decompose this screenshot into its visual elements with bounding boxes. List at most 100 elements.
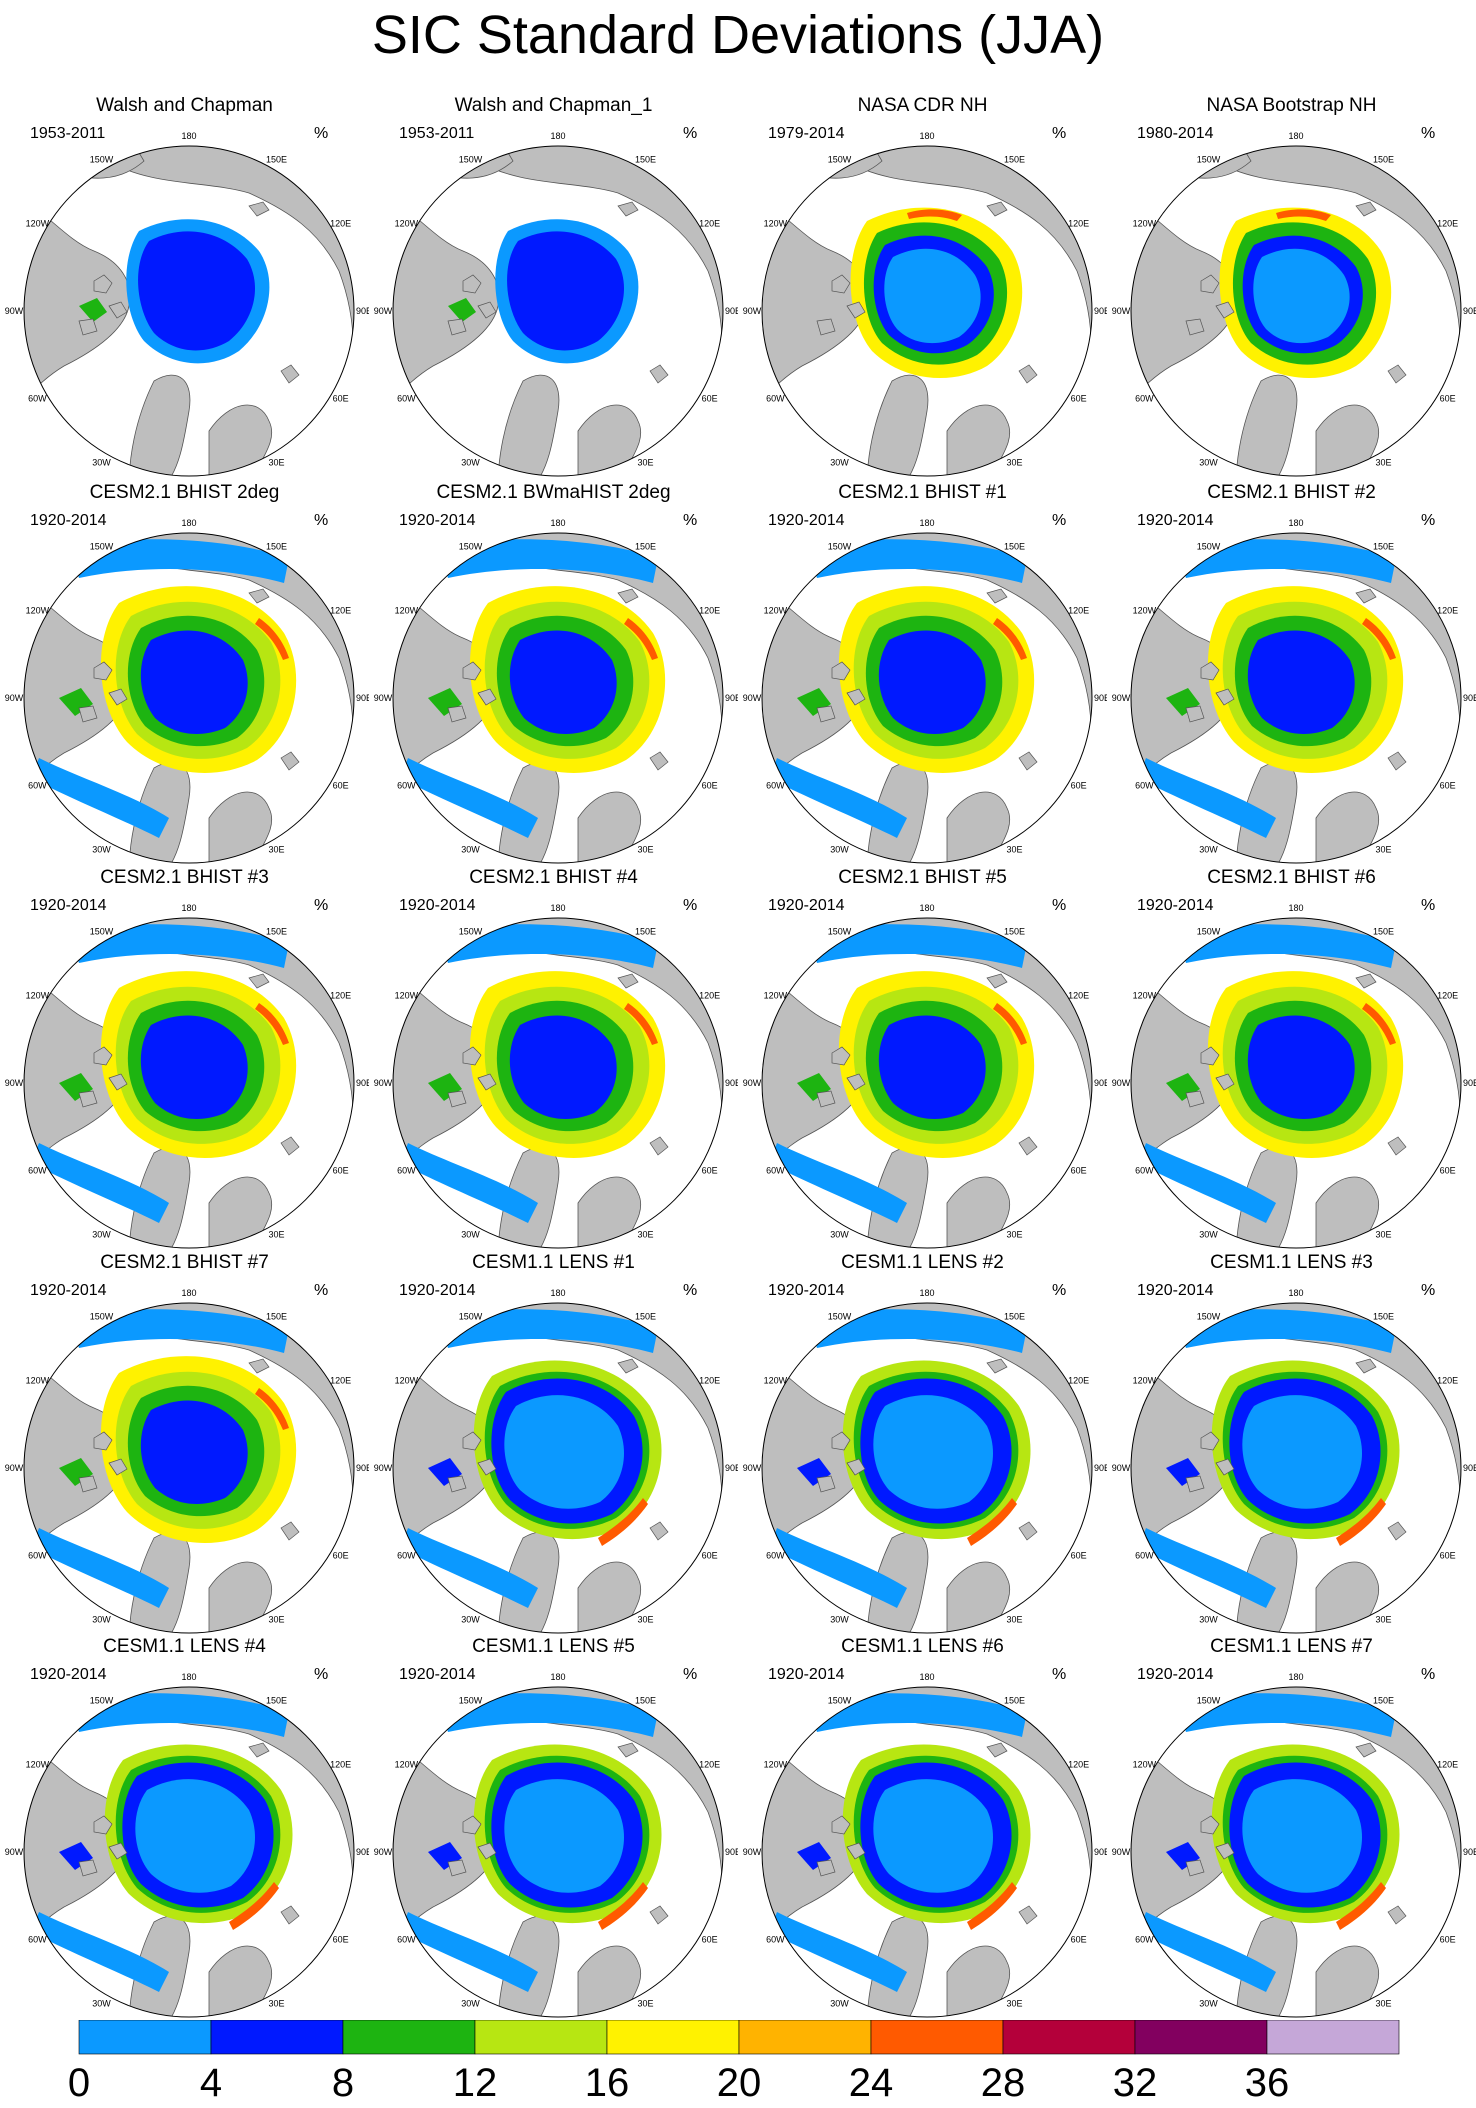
colorbar-swatch <box>342 2020 476 2055</box>
longitude-label: 30W <box>461 1999 480 2009</box>
longitude-label: 150E <box>266 1311 287 1321</box>
island <box>1215 688 1235 706</box>
colorbar: 0 4 8 12 16 20 24 28 32 36 <box>68 2020 1400 2105</box>
sic-std-region <box>807 539 1027 583</box>
sic-std-region <box>598 1882 648 1930</box>
longitude-label: 150W <box>459 1695 483 1705</box>
panel-years: 1920-2014 <box>399 1666 476 1683</box>
island <box>462 274 482 294</box>
longitude-label: 150W <box>90 926 114 936</box>
island <box>78 1859 98 1877</box>
island <box>462 661 482 681</box>
island <box>280 1136 300 1156</box>
island <box>1387 751 1407 771</box>
panel-years: 1920-2014 <box>30 512 107 529</box>
longitude-label: 90E <box>1463 693 1476 703</box>
sic-std-region <box>140 630 248 734</box>
longitude-label: 90E <box>725 1463 738 1473</box>
panel-unit: % <box>314 1282 329 1299</box>
island <box>1387 364 1407 384</box>
island <box>1215 301 1235 319</box>
sic-std-region <box>1242 1779 1362 1893</box>
sic-std-region <box>504 1779 624 1893</box>
longitude-label: 180 <box>550 518 565 528</box>
longitude-label: 180 <box>1288 1288 1303 1298</box>
island <box>93 661 113 681</box>
longitude-label: 150W <box>90 1311 114 1321</box>
longitude-label: 60E <box>702 781 718 791</box>
island <box>1018 364 1038 384</box>
longitude-label: 30W <box>92 458 111 468</box>
colorbar-swatch <box>606 2020 740 2055</box>
island <box>1018 1905 1038 1925</box>
panel-years: 1920-2014 <box>399 512 476 529</box>
panel-years: 1920-2014 <box>399 897 476 914</box>
longitude-label: 150W <box>828 926 852 936</box>
island <box>1200 1431 1220 1451</box>
longitude-label: 180 <box>1288 131 1303 141</box>
longitude-label: 120W <box>395 1760 419 1770</box>
longitude-label: 90W <box>1112 306 1131 316</box>
panel-unit: % <box>1052 125 1067 142</box>
longitude-label: 150E <box>635 541 656 551</box>
sic-std-region <box>1138 1912 1276 1992</box>
sic-std-region <box>993 618 1027 660</box>
island <box>1185 705 1205 723</box>
panel-years: 1953-2011 <box>30 125 106 142</box>
panel-unit: % <box>1421 897 1436 914</box>
longitude-label: 30E <box>268 458 284 468</box>
map-boundary <box>761 1302 1093 1634</box>
longitude-label: 60E <box>702 1166 718 1176</box>
colorbar-tick-label: 0 <box>68 2061 90 2105</box>
longitude-label: 30W <box>1199 1615 1218 1625</box>
map-boundary <box>23 917 355 1249</box>
longitude-label: 30W <box>1199 458 1218 468</box>
longitude-label: 150W <box>459 154 483 164</box>
longitude-label: 30W <box>461 1230 480 1240</box>
island <box>462 1431 482 1451</box>
longitude-label: 90E <box>1463 306 1476 316</box>
longitude-label: 30E <box>268 1999 284 2009</box>
longitude-label: 60W <box>397 1166 416 1176</box>
island <box>1018 1136 1038 1156</box>
panel-unit: % <box>1052 1666 1067 1683</box>
longitude-label: 150E <box>1004 926 1025 936</box>
longitude-label: 120E <box>1068 219 1089 229</box>
island <box>986 1358 1008 1374</box>
longitude-label: 150E <box>1004 541 1025 551</box>
polar-map: 180150E120E90E60E30E030W60W90W120W150W <box>1112 131 1476 477</box>
longitude-label: 60W <box>28 394 47 404</box>
polar-map: 180150E120E90E60E30E030W60W90W120W150W <box>374 1672 738 2018</box>
island <box>1355 1742 1377 1758</box>
sic-std-region <box>438 1309 658 1353</box>
sic-std-region <box>967 1882 1017 1930</box>
island <box>649 751 669 771</box>
longitude-label: 30W <box>830 1230 849 1240</box>
longitude-label: 30E <box>637 458 653 468</box>
longitude-label: 150E <box>1004 154 1025 164</box>
colorbar-tick-label: 16 <box>585 2061 630 2105</box>
longitude-label: 30E <box>1375 1230 1391 1240</box>
sic-std-region <box>400 1143 538 1223</box>
longitude-label: 30E <box>268 1615 284 1625</box>
island <box>1185 1475 1205 1493</box>
longitude-label: 120E <box>1068 1760 1089 1770</box>
longitude-label: 180 <box>181 903 196 913</box>
panel-years: 1920-2014 <box>768 512 845 529</box>
sic-std-region <box>1176 1309 1396 1353</box>
longitude-label: 30E <box>1375 1999 1391 2009</box>
island <box>462 1046 482 1066</box>
island <box>447 1475 467 1493</box>
sic-std-region <box>769 758 907 838</box>
panel-unit: % <box>683 512 698 529</box>
longitude-label: 90E <box>1463 1847 1476 1857</box>
longitude-label: 60W <box>766 1551 785 1561</box>
polar-map: 180150E120E90E60E30E030W60W90W120W150W <box>5 903 369 1249</box>
polar-map: 180150E120E90E60E30E030W60W90W120W150W <box>1112 1672 1476 2018</box>
longitude-label: 60E <box>333 781 349 791</box>
longitude-label: 60E <box>333 1166 349 1176</box>
sic-std-region <box>138 231 256 351</box>
polar-map: 180150E120E90E60E30E030W60W90W120W150W <box>743 131 1107 477</box>
map-boundary <box>23 1686 355 2018</box>
longitude-label: 30E <box>268 1230 284 1240</box>
